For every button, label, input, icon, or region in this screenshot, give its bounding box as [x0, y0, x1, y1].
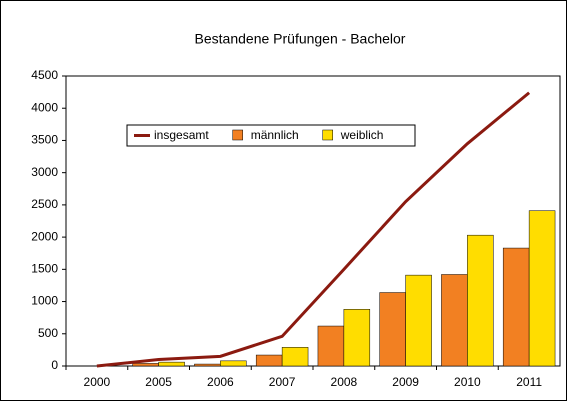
bar — [220, 360, 247, 367]
chart-title: Bestandene Prüfungen - Bachelor — [195, 31, 406, 47]
bar — [194, 363, 221, 367]
x-tick-label: 2005 — [145, 375, 172, 389]
bar — [379, 292, 406, 367]
y-tick-label: 1000 — [31, 294, 58, 308]
legend-box — [126, 124, 416, 147]
bar — [255, 354, 283, 367]
bar — [441, 274, 468, 367]
bar — [132, 363, 159, 367]
y-tick-label: 2500 — [31, 197, 58, 211]
y-tick-label: 3000 — [31, 165, 58, 179]
x-tick-label: 2011 — [516, 375, 542, 389]
y-tick-label: 2000 — [31, 229, 58, 243]
legend-swatch — [232, 129, 243, 141]
y-tick-label: 500 — [38, 326, 58, 340]
bar — [405, 274, 432, 367]
x-tick-label: 2000 — [84, 375, 111, 389]
bar — [281, 347, 309, 367]
x-tick-label: 2006 — [207, 375, 234, 389]
y-tick-label: 0 — [51, 358, 58, 372]
legend-label: männlich — [251, 128, 299, 142]
bar — [158, 361, 185, 367]
y-tick-label: 1500 — [31, 262, 58, 276]
bar — [317, 325, 345, 367]
x-tick-label: 2008 — [331, 375, 358, 389]
x-tick-label: 2007 — [269, 375, 296, 389]
x-tick-label: 2010 — [454, 375, 481, 389]
legend-label: weiblich — [340, 128, 384, 142]
y-tick-label: 3500 — [31, 133, 58, 147]
bar — [502, 247, 530, 367]
bar — [343, 309, 371, 367]
y-tick-label: 4000 — [31, 100, 58, 114]
bar — [467, 234, 494, 367]
bar — [528, 210, 556, 367]
x-tick-label: 2009 — [392, 375, 419, 389]
line — [96, 91, 531, 368]
legend-swatch — [322, 129, 333, 141]
legend-label: insgesamt — [154, 128, 209, 142]
y-tick-label: 4500 — [31, 68, 58, 82]
